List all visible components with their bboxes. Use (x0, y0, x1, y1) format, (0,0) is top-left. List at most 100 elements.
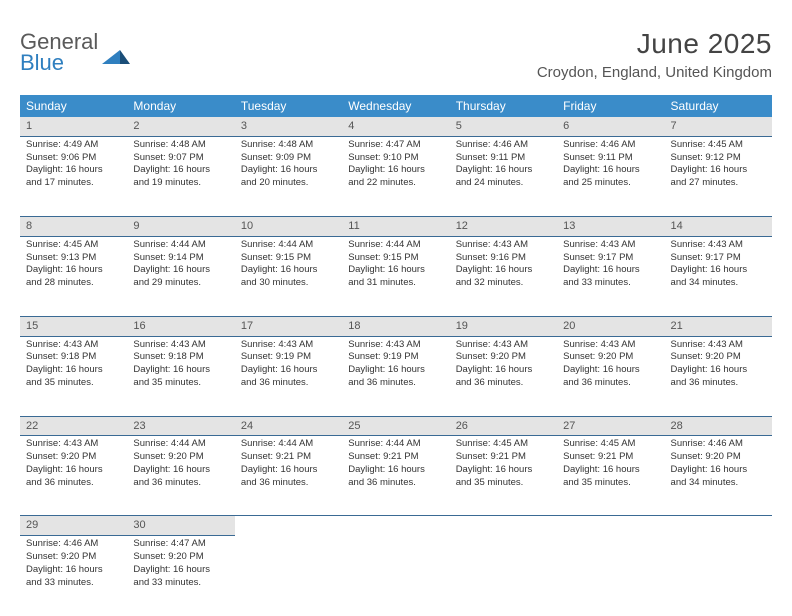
day1-line: Daylight: 16 hours (671, 364, 766, 377)
day1-line: Daylight: 16 hours (563, 364, 658, 377)
day-number-cell (235, 516, 342, 536)
weekday-heading: Thursday (450, 95, 557, 117)
day-number-cell: 7 (665, 117, 772, 136)
day-number-cell: 8 (20, 216, 127, 236)
day1-line: Daylight: 16 hours (133, 564, 228, 577)
day-number-cell: 13 (557, 216, 664, 236)
day-number-cell (557, 516, 664, 536)
day2-line: and 27 minutes. (671, 177, 766, 190)
sunrise-line: Sunrise: 4:46 AM (456, 139, 551, 152)
day2-line: and 24 minutes. (456, 177, 551, 190)
day-content-cell: Sunrise: 4:46 AMSunset: 9:11 PMDaylight:… (450, 136, 557, 216)
weekday-heading: Tuesday (235, 95, 342, 117)
day2-line: and 32 minutes. (456, 277, 551, 290)
day-number-cell: 11 (342, 216, 449, 236)
day-content-cell: Sunrise: 4:46 AMSunset: 9:11 PMDaylight:… (557, 136, 664, 216)
day-content-cell: Sunrise: 4:43 AMSunset: 9:17 PMDaylight:… (665, 236, 772, 316)
day-number-cell: 29 (20, 516, 127, 536)
header: General Blue June 2025 Croydon, England,… (20, 28, 772, 81)
sunrise-line: Sunrise: 4:47 AM (133, 538, 228, 551)
day-content-cell: Sunrise: 4:43 AMSunset: 9:20 PMDaylight:… (20, 436, 127, 516)
day1-line: Daylight: 16 hours (133, 264, 228, 277)
day-content-cell: Sunrise: 4:43 AMSunset: 9:16 PMDaylight:… (450, 236, 557, 316)
sunrise-line: Sunrise: 4:43 AM (26, 339, 121, 352)
sunset-line: Sunset: 9:21 PM (241, 451, 336, 464)
sunset-line: Sunset: 9:20 PM (133, 451, 228, 464)
sunrise-line: Sunrise: 4:45 AM (456, 438, 551, 451)
sunset-line: Sunset: 9:11 PM (563, 152, 658, 165)
day2-line: and 36 minutes. (563, 377, 658, 390)
sunrise-line: Sunrise: 4:43 AM (671, 239, 766, 252)
sunrise-line: Sunrise: 4:43 AM (348, 339, 443, 352)
calendar-body: 1234567Sunrise: 4:49 AMSunset: 9:06 PMDa… (20, 117, 772, 616)
day2-line: and 35 minutes. (133, 377, 228, 390)
day2-line: and 36 minutes. (241, 377, 336, 390)
day1-line: Daylight: 16 hours (348, 164, 443, 177)
day-number-cell: 17 (235, 316, 342, 336)
day1-line: Daylight: 16 hours (26, 364, 121, 377)
day-number-cell: 20 (557, 316, 664, 336)
day-content-cell: Sunrise: 4:44 AMSunset: 9:21 PMDaylight:… (342, 436, 449, 516)
sunset-line: Sunset: 9:21 PM (563, 451, 658, 464)
day2-line: and 22 minutes. (348, 177, 443, 190)
sunrise-line: Sunrise: 4:44 AM (348, 239, 443, 252)
day1-line: Daylight: 16 hours (241, 464, 336, 477)
day-number-cell: 9 (127, 216, 234, 236)
sunrise-line: Sunrise: 4:48 AM (133, 139, 228, 152)
day-number-cell (342, 516, 449, 536)
day1-line: Daylight: 16 hours (241, 364, 336, 377)
day-number-cell: 10 (235, 216, 342, 236)
weekday-heading: Saturday (665, 95, 772, 117)
day1-line: Daylight: 16 hours (348, 364, 443, 377)
day-content-cell: Sunrise: 4:44 AMSunset: 9:20 PMDaylight:… (127, 436, 234, 516)
day-content-row: Sunrise: 4:46 AMSunset: 9:20 PMDaylight:… (20, 536, 772, 616)
day2-line: and 33 minutes. (563, 277, 658, 290)
day1-line: Daylight: 16 hours (26, 264, 121, 277)
day-number-cell: 15 (20, 316, 127, 336)
day-content-cell: Sunrise: 4:43 AMSunset: 9:20 PMDaylight:… (557, 336, 664, 416)
sunset-line: Sunset: 9:17 PM (671, 252, 766, 265)
day-number-cell: 1 (20, 117, 127, 136)
day2-line: and 36 minutes. (241, 477, 336, 490)
day2-line: and 19 minutes. (133, 177, 228, 190)
day-number-cell: 26 (450, 416, 557, 436)
day1-line: Daylight: 16 hours (671, 164, 766, 177)
sunrise-line: Sunrise: 4:48 AM (241, 139, 336, 152)
day-content-cell: Sunrise: 4:44 AMSunset: 9:15 PMDaylight:… (342, 236, 449, 316)
day1-line: Daylight: 16 hours (26, 164, 121, 177)
sunrise-line: Sunrise: 4:44 AM (348, 438, 443, 451)
location-label: Croydon, England, United Kingdom (537, 64, 772, 81)
day-content-cell: Sunrise: 4:44 AMSunset: 9:14 PMDaylight:… (127, 236, 234, 316)
brand-logo: General Blue (20, 28, 130, 74)
sunset-line: Sunset: 9:06 PM (26, 152, 121, 165)
day-content-cell: Sunrise: 4:43 AMSunset: 9:18 PMDaylight:… (127, 336, 234, 416)
day2-line: and 31 minutes. (348, 277, 443, 290)
sunset-line: Sunset: 9:10 PM (348, 152, 443, 165)
day2-line: and 36 minutes. (348, 377, 443, 390)
day-number-cell: 21 (665, 316, 772, 336)
day2-line: and 35 minutes. (456, 477, 551, 490)
title-block: June 2025 Croydon, England, United Kingd… (537, 28, 772, 81)
day1-line: Daylight: 16 hours (563, 164, 658, 177)
day-number-cell: 5 (450, 117, 557, 136)
day-content-cell: Sunrise: 4:43 AMSunset: 9:19 PMDaylight:… (342, 336, 449, 416)
day-content-cell: Sunrise: 4:45 AMSunset: 9:21 PMDaylight:… (450, 436, 557, 516)
sunrise-line: Sunrise: 4:45 AM (563, 438, 658, 451)
day2-line: and 25 minutes. (563, 177, 658, 190)
sunrise-line: Sunrise: 4:43 AM (241, 339, 336, 352)
day-content-cell: Sunrise: 4:43 AMSunset: 9:18 PMDaylight:… (20, 336, 127, 416)
day1-line: Daylight: 16 hours (133, 464, 228, 477)
sunrise-line: Sunrise: 4:49 AM (26, 139, 121, 152)
brand-word2: Blue (20, 50, 64, 75)
sunset-line: Sunset: 9:07 PM (133, 152, 228, 165)
sunset-line: Sunset: 9:20 PM (671, 351, 766, 364)
day1-line: Daylight: 16 hours (26, 464, 121, 477)
day-content-cell: Sunrise: 4:47 AMSunset: 9:20 PMDaylight:… (127, 536, 234, 616)
day-content-cell (235, 536, 342, 616)
sunrise-line: Sunrise: 4:44 AM (241, 239, 336, 252)
day1-line: Daylight: 16 hours (241, 264, 336, 277)
day-number-cell: 27 (557, 416, 664, 436)
day2-line: and 34 minutes. (671, 477, 766, 490)
sunrise-line: Sunrise: 4:46 AM (671, 438, 766, 451)
day1-line: Daylight: 16 hours (241, 164, 336, 177)
